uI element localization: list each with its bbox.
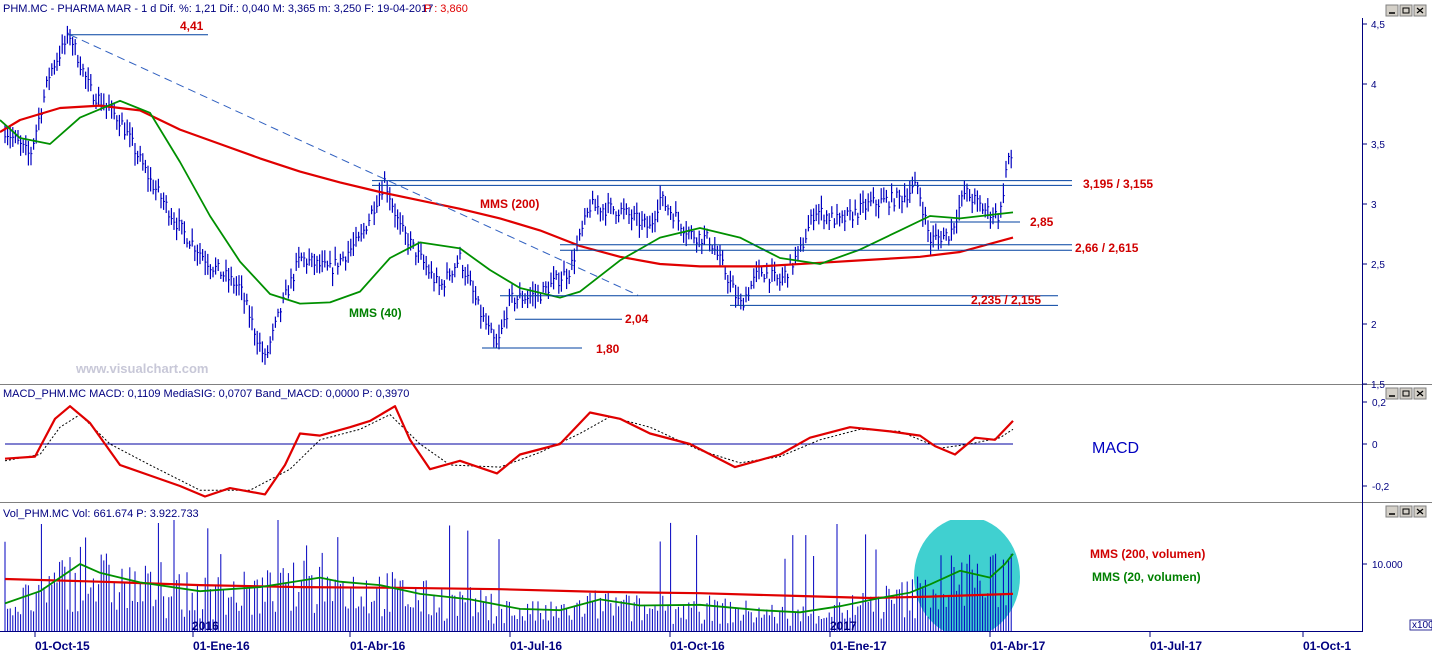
maximize-button[interactable] [1399, 4, 1413, 17]
maximize-icon [1402, 508, 1410, 515]
price-tick-label: 1,5 [1371, 380, 1385, 391]
maximize-button[interactable] [1399, 387, 1413, 400]
maximize-icon [1402, 7, 1410, 14]
macd-tick-label: 0,2 [1372, 398, 1386, 409]
price-tick-label: 2,5 [1371, 260, 1385, 271]
signal-line [4, 413, 1014, 491]
x-tick-label: 01-Jul-16 [510, 639, 562, 652]
macd-line [4, 405, 1014, 498]
macd-tick-label: 0 [1372, 440, 1378, 451]
price-plot [0, 25, 1014, 365]
level-label-l266: 2,66 / 2,615 [1075, 241, 1139, 255]
volume-unit-box [1409, 619, 1432, 631]
mms200-volume-label: MMS (200, volumen) [1090, 547, 1205, 561]
mms40-line [0, 99, 1014, 305]
close-icon [1416, 508, 1424, 515]
macd-pane-buttons [1385, 387, 1427, 400]
level-label-l3195: 3,195 / 3,155 [1083, 177, 1153, 191]
year-mark-2017: 2017 [830, 619, 857, 633]
x-tick-label: 01-Jul-17 [1150, 639, 1202, 652]
maximize-button[interactable] [1399, 505, 1413, 518]
macd-plot [4, 405, 1014, 498]
axes: 4,5 4 3,5 3 2,5 2 1,5 0,2 0 -0,2 10.000 x100 01-Oct-… [34, 20, 1432, 652]
x-tick-label: 01-Oct-16 [670, 639, 725, 652]
x-tick-label: 01-Abr-16 [350, 639, 406, 652]
minimize-button[interactable] [1385, 505, 1399, 518]
volume-unit-label: x100 [1412, 620, 1432, 631]
mms40-label: MMS (40) [349, 306, 402, 320]
mms20-volume-line [4, 553, 1014, 614]
x-tick-label: 01-Oct-1 [1303, 639, 1351, 652]
macd-header: MACD_PHM.MC MACD: 0,1109 MediaSIG: 0,070… [3, 388, 409, 400]
x-tick-label: 01-Ene-17 [830, 639, 887, 652]
close-icon [1416, 390, 1424, 397]
price-header: PHM.MC - PHARMA MAR - 1 d Dif. %: 1,21 D… [3, 3, 433, 15]
price-last: P : 3,860 [424, 3, 468, 15]
volume-tick-label: 10.000 [1372, 560, 1403, 571]
price-tick-label: 3 [1371, 200, 1377, 211]
trendline [69, 34, 639, 296]
minimize-button[interactable] [1385, 387, 1399, 400]
mms200-volume-line [4, 577, 1014, 600]
level-label-l204: 2,04 [625, 312, 649, 326]
close-icon [1416, 7, 1424, 14]
macd-label: MACD [1092, 440, 1139, 457]
level-label-l441: 4,41 [180, 19, 204, 33]
x-tick-label: 01-Ene-16 [193, 639, 250, 652]
level-label-l2235: 2,235 / 2,155 [971, 293, 1041, 307]
mms200-label: MMS (200) [480, 197, 539, 211]
x-tick-label: 01-Abr-17 [990, 639, 1046, 652]
price-pane [0, 18, 1362, 384]
mms200-line [0, 104, 1014, 268]
price-pane-buttons [1385, 4, 1427, 17]
macd-tick-label: -0,2 [1372, 482, 1390, 493]
price-tick-label: 4 [1371, 80, 1377, 91]
volume-pane-buttons [1385, 505, 1427, 518]
watermark: www.visualchart.com [75, 361, 208, 376]
level-lines: 4,41 3,195 / 3,155 2,85 2,66 / 2,615 2,235 /… [68, 19, 1153, 356]
volume-header: Vol_PHM.MC Vol: 661.674 P: 3.922.733 [3, 508, 199, 520]
x-tick-label: 01-Oct-15 [35, 639, 90, 652]
price-tick-label: 2 [1371, 320, 1377, 331]
price-tick-label: 3,5 [1371, 140, 1385, 151]
level-label-l285: 2,85 [1030, 215, 1054, 229]
price-tick-label: 4,5 [1371, 20, 1385, 31]
minimize-button[interactable] [1385, 4, 1399, 17]
mms20-volume-label: MMS (20, volumen) [1092, 570, 1201, 584]
volume-plot [4, 520, 1020, 631]
level-label-l180: 1,80 [596, 342, 620, 356]
year-mark-2016: 2016 [192, 619, 219, 633]
maximize-icon [1402, 390, 1410, 397]
